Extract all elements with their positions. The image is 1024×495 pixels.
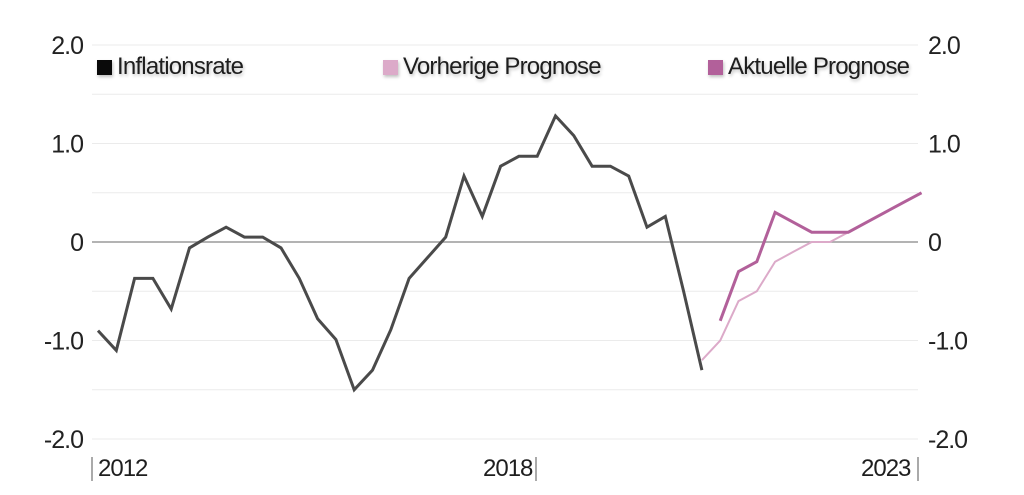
y-tick-left: 1.0 [51, 131, 83, 159]
y-tick-left: -2.0 [44, 426, 83, 454]
y-tick-right: -1.0 [928, 328, 967, 356]
y-tick-left: 2.0 [51, 32, 83, 60]
legend-item-vorherige-prognose: Vorherige Prognose [383, 52, 602, 82]
y-tick-left: -1.0 [44, 328, 83, 356]
y-tick-right: -2.0 [928, 426, 967, 454]
legend-swatch-icon [383, 59, 398, 75]
series-line-aktuelle-prognose [718, 191, 923, 322]
series-lines [96, 113, 923, 393]
legend-item-inflationsrate: Inflationsrate [97, 52, 244, 82]
y-tick-right: 1.0 [928, 131, 960, 159]
y-tick-left: 0 [70, 229, 83, 257]
legend-label: Inflationsrate [117, 53, 244, 80]
legend-item-aktuelle-prognose: Aktuelle Prognose [708, 52, 910, 82]
y-tick-right: 0 [928, 229, 941, 257]
series-line-vorherige-prognose [701, 191, 922, 361]
legend-swatch-icon [708, 59, 723, 75]
gridlines [92, 44, 918, 440]
y-axis-left: 2.0 1.0 0 -1.0 -2.0 [44, 32, 84, 454]
y-axis-right: 2.0 1.0 0 -1.0 -2.0 [928, 32, 968, 454]
x-label-2012: 2012 [98, 455, 148, 482]
series-line-inflationsrate [96, 113, 704, 393]
x-axis-ticks [91, 457, 919, 481]
x-label-2023: 2023 [861, 455, 911, 482]
legend-label: Vorherige Prognose [403, 53, 602, 80]
x-label-2018: 2018 [483, 455, 533, 482]
y-tick-right: 2.0 [928, 32, 960, 60]
legend-swatch-icon [97, 59, 112, 75]
legend-label: Aktuelle Prognose [728, 53, 910, 80]
